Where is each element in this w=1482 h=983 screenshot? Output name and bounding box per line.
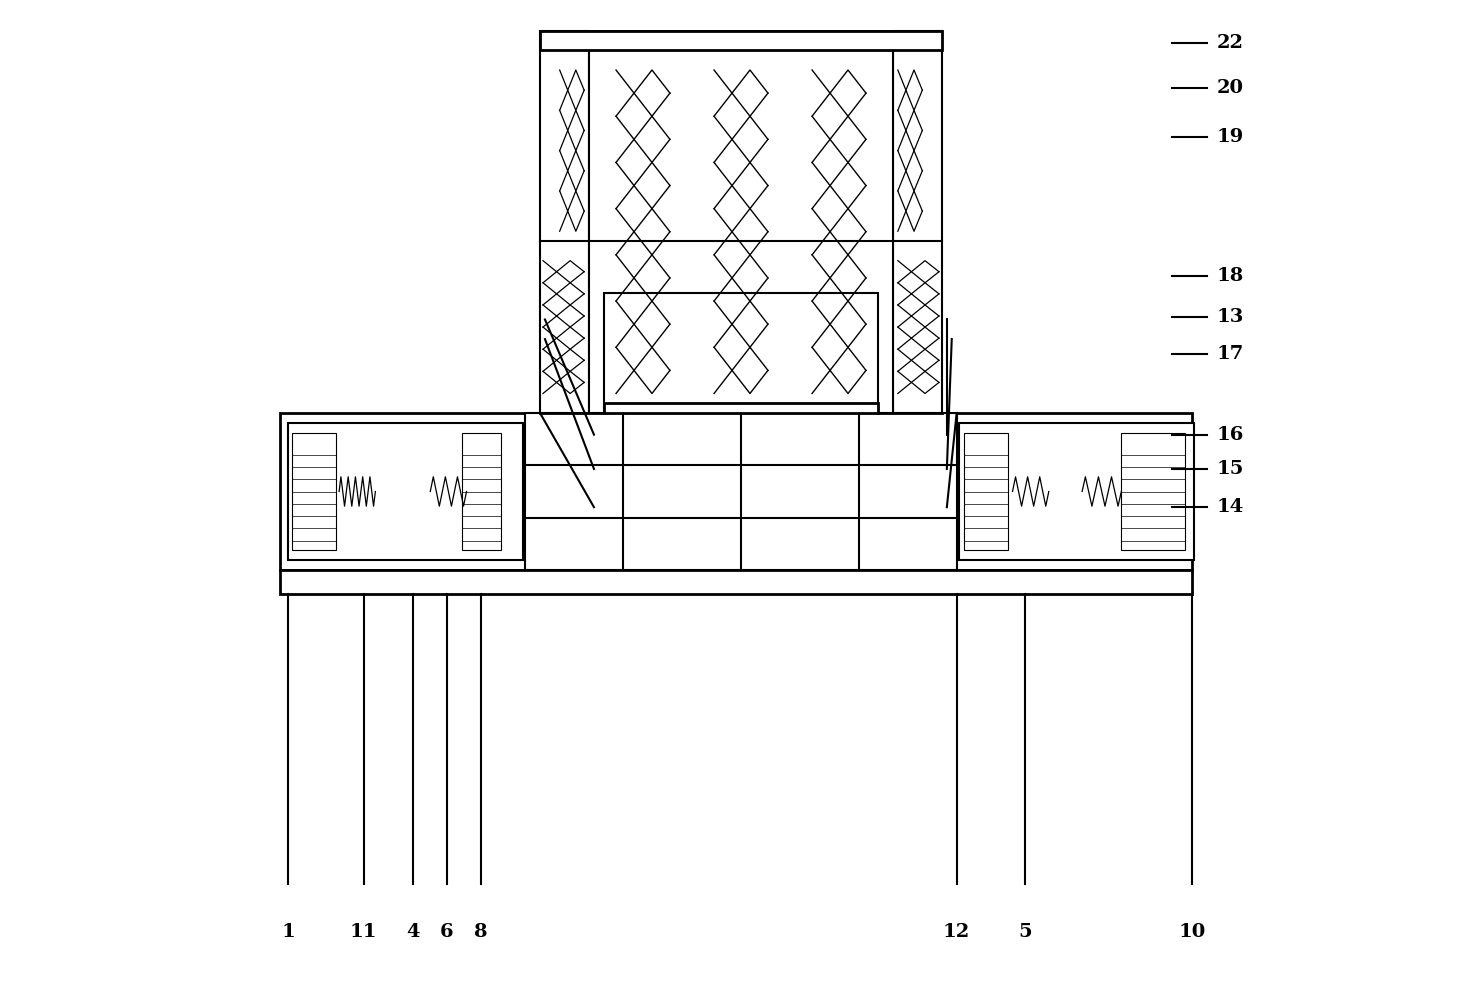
Bar <box>539 30 588 413</box>
Bar <box>963 433 1008 550</box>
Bar <box>603 293 879 413</box>
Bar <box>588 50 894 413</box>
Bar <box>539 30 943 50</box>
Bar <box>959 423 1194 560</box>
Text: 13: 13 <box>1217 308 1243 326</box>
Bar <box>545 30 937 50</box>
Text: 14: 14 <box>1217 498 1243 516</box>
Text: 1: 1 <box>282 923 295 941</box>
Text: 6: 6 <box>440 923 453 941</box>
Text: 12: 12 <box>943 923 971 941</box>
Text: 4: 4 <box>406 923 419 941</box>
Text: 11: 11 <box>350 923 378 941</box>
Bar <box>280 413 1192 570</box>
Text: 5: 5 <box>1018 923 1031 941</box>
Text: 22: 22 <box>1217 33 1243 51</box>
Text: 16: 16 <box>1217 426 1243 443</box>
Bar <box>280 570 1192 595</box>
Bar <box>1122 433 1186 550</box>
Bar <box>292 433 336 550</box>
Bar <box>894 30 943 413</box>
Bar <box>461 433 501 550</box>
Text: 15: 15 <box>1217 460 1243 478</box>
Text: 20: 20 <box>1217 79 1243 96</box>
Text: 19: 19 <box>1217 128 1243 145</box>
Bar <box>288 423 523 560</box>
Text: 17: 17 <box>1217 345 1243 364</box>
Bar <box>525 413 957 570</box>
Text: 8: 8 <box>474 923 488 941</box>
Bar <box>603 403 879 413</box>
Text: 10: 10 <box>1178 923 1205 941</box>
Text: 18: 18 <box>1217 266 1243 285</box>
